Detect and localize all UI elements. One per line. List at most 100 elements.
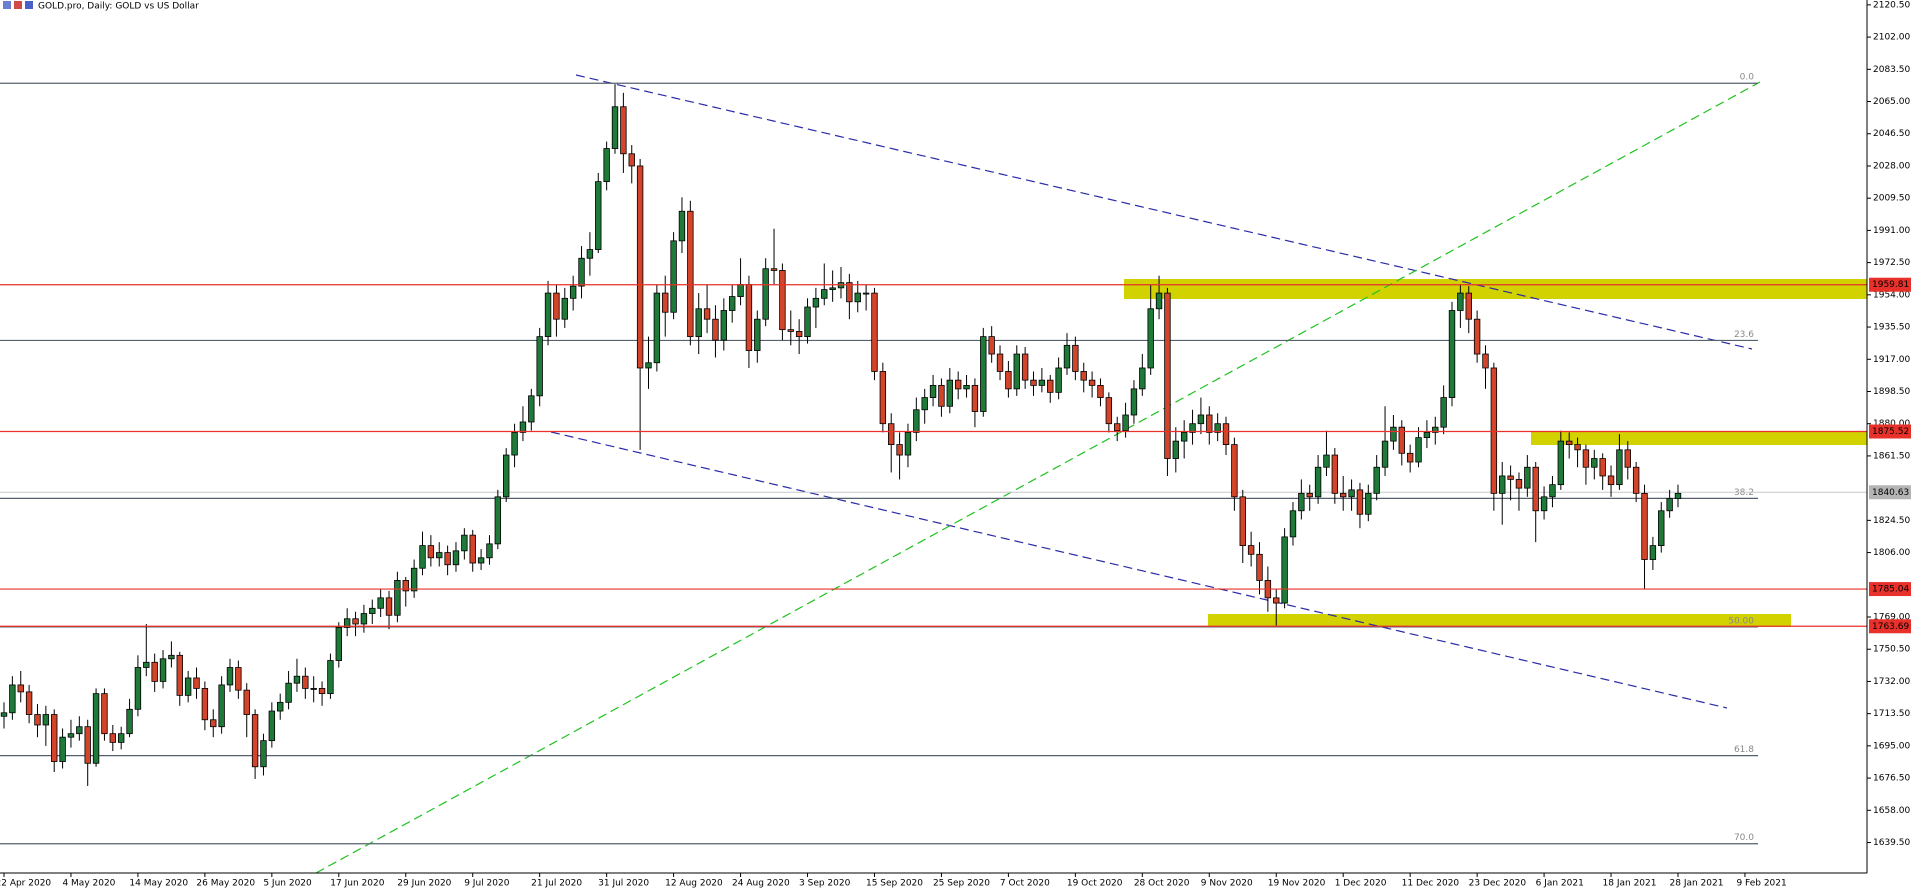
candle-body [1582, 449, 1590, 468]
candle-body [687, 210, 694, 338]
fib-label: 61.8 [1734, 745, 1754, 755]
icon [3, 1, 11, 9]
candle-body [946, 379, 954, 407]
candle-body [795, 331, 803, 338]
candle-body [1473, 318, 1481, 355]
candle-body [1273, 597, 1280, 604]
candle-body [293, 675, 301, 684]
candle-body [1624, 449, 1631, 468]
zone [1208, 614, 1791, 627]
candle-body [812, 297, 820, 308]
candle-body [603, 148, 610, 183]
candle-body [226, 667, 234, 686]
fib-label: 23.6 [1734, 330, 1754, 340]
candle-body [402, 580, 409, 592]
candle-body [980, 336, 987, 412]
candle-body [1549, 484, 1556, 498]
candle-body [1524, 466, 1531, 489]
y-tick-label: 1991.00 [1873, 226, 1910, 236]
candle-body [377, 597, 384, 609]
candle-body [1239, 496, 1246, 547]
candle-body [210, 719, 217, 728]
candle-body [1340, 492, 1347, 498]
candle-body [1532, 466, 1539, 512]
candle-body [737, 283, 744, 297]
candle-body [645, 362, 652, 369]
x-tick-label: 31 Jul 2020 [598, 879, 649, 889]
candle-body [101, 693, 108, 735]
candle-body [662, 292, 669, 313]
candle-body [1373, 466, 1380, 494]
candle-body [971, 384, 979, 412]
candle-body [1097, 384, 1104, 398]
candle-body [929, 384, 937, 398]
candle-body [536, 336, 543, 397]
candle-body [712, 318, 719, 341]
candle-body [1172, 440, 1179, 459]
y-tick-label: 1806.00 [1873, 548, 1910, 558]
chart-title: GOLD.pro, Daily: GOLD vs US Dollar [38, 2, 199, 12]
candle-body [369, 607, 376, 614]
candle-body [1281, 536, 1288, 604]
candle-body [42, 714, 50, 726]
candle-body [896, 444, 903, 456]
candle-body [519, 421, 527, 433]
candle-body [285, 682, 292, 703]
x-tick-label: 9 Feb 2021 [1736, 879, 1786, 889]
y-tick-label: 1639.50 [1873, 838, 1910, 848]
candle-body [1607, 475, 1615, 486]
level-tag-label: 1763.69 [1872, 622, 1909, 632]
candle-body [1448, 310, 1456, 398]
x-tick-label: 28 Oct 2020 [1134, 879, 1190, 889]
candle-body [628, 153, 635, 167]
candle-body [59, 736, 66, 762]
candle-body [1155, 292, 1163, 310]
y-tick-label: 2046.50 [1873, 129, 1910, 139]
y-tick-label: 1695.00 [1873, 741, 1910, 751]
candle-body [1641, 492, 1648, 560]
trendline [575, 74, 1753, 350]
level-tag [1869, 582, 1911, 597]
candle-body [1440, 397, 1447, 428]
candle-body [410, 567, 418, 592]
candle-body [1130, 388, 1138, 416]
y-tick-label: 1676.50 [1873, 774, 1910, 784]
candle-body [1289, 510, 1297, 538]
candle-body [1122, 414, 1129, 432]
candle-body [394, 580, 401, 616]
y-tick-label: 1769.00 [1873, 613, 1910, 623]
candle-body [862, 292, 870, 295]
candle-body [76, 726, 83, 735]
y-tick-label: 2083.50 [1873, 65, 1910, 75]
candle-body [544, 292, 552, 338]
candle-body [938, 384, 945, 407]
candle-body [1457, 292, 1464, 311]
candle-body [1398, 426, 1405, 454]
candle-body [117, 733, 125, 743]
y-tick-label: 1880.00 [1873, 419, 1910, 429]
candle-body [176, 654, 183, 696]
x-tick-label: 28 Jan 2021 [1670, 879, 1724, 889]
candle-body [879, 371, 887, 425]
y-tick-label: 1954.00 [1873, 290, 1910, 300]
x-tick-label: 1 Dec 2020 [1335, 879, 1387, 889]
candle-body [151, 661, 158, 682]
candle-body [1574, 444, 1581, 451]
candle-body [1432, 426, 1439, 433]
x-tick-label: 9 Jul 2020 [464, 879, 509, 889]
candle-body [1507, 475, 1514, 480]
candle-body [67, 733, 75, 738]
fib-label: 0.0 [1740, 73, 1755, 83]
candle-body [1599, 458, 1606, 477]
x-tick-label: 11 Dec 2020 [1402, 879, 1460, 889]
candle-body [385, 597, 393, 616]
candle-body [9, 684, 16, 714]
y-tick-label: 2065.00 [1873, 97, 1910, 107]
candle-body [1666, 498, 1673, 512]
candle-body [1222, 423, 1230, 445]
candle-body [193, 677, 200, 689]
candle-body [1423, 432, 1431, 439]
candle-body [461, 534, 468, 552]
candle-body [829, 287, 836, 291]
